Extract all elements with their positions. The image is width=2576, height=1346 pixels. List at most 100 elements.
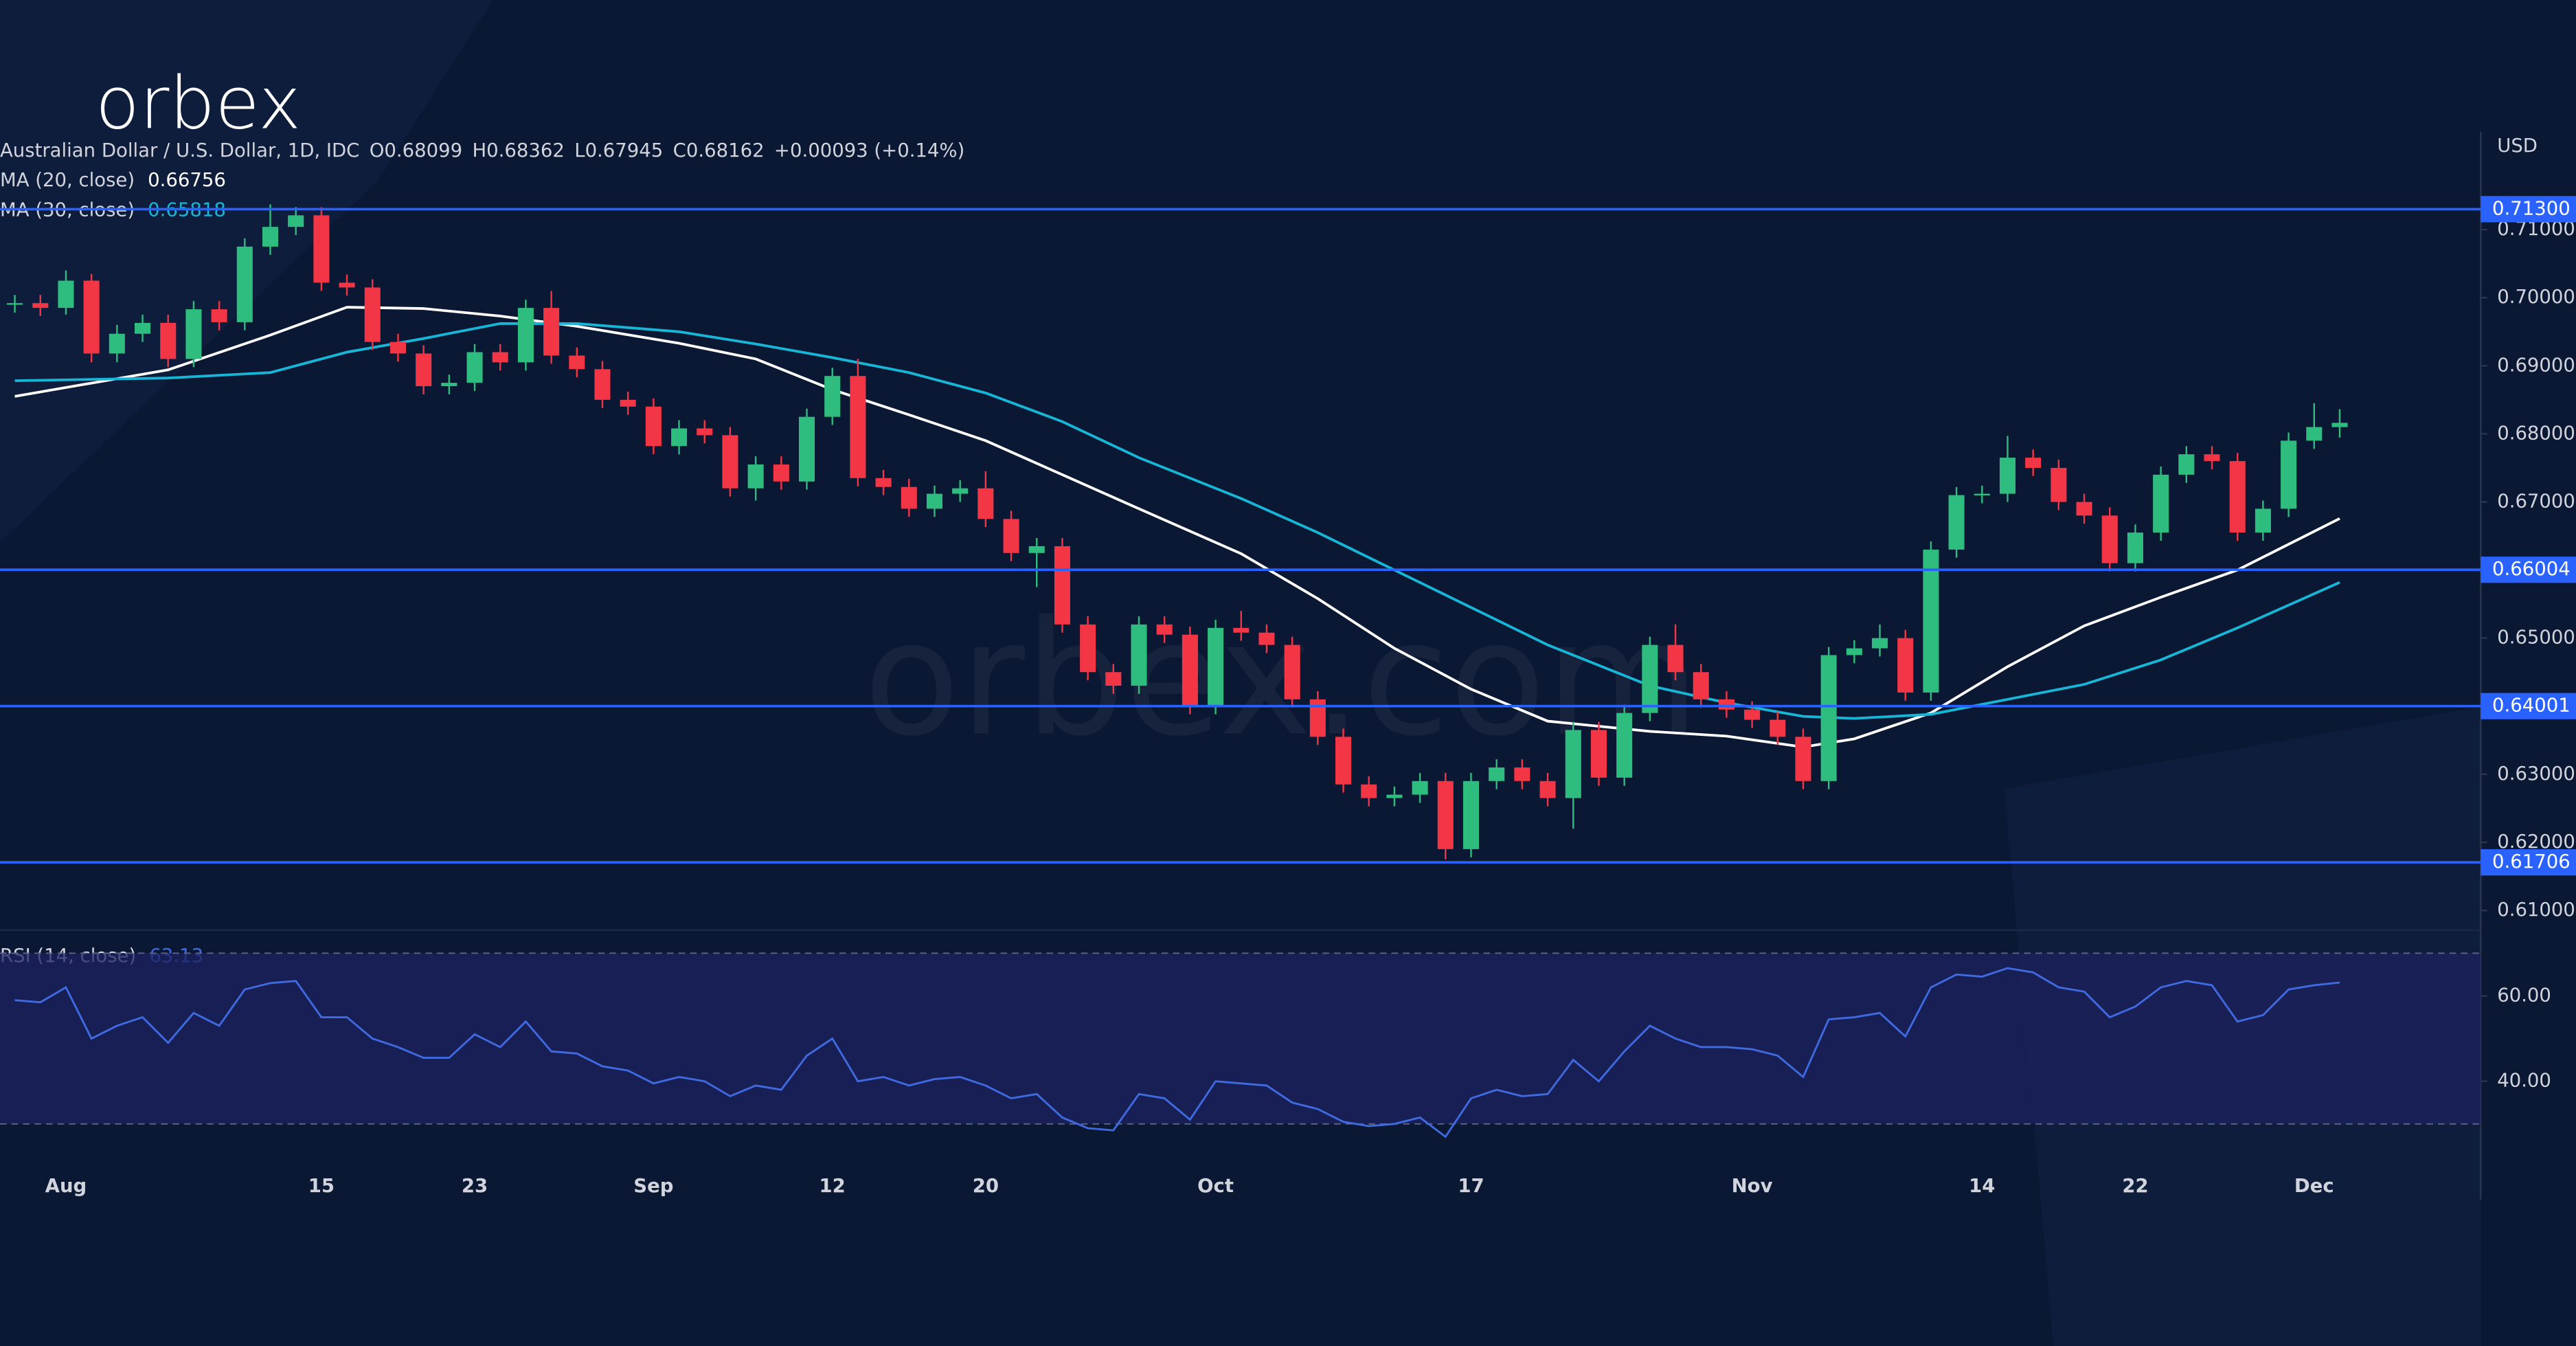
- x-tick-label: 12: [820, 1175, 846, 1197]
- rsi-tick-label: 40.00: [2497, 1070, 2551, 1092]
- candle-body: [2050, 467, 2067, 502]
- candle-body: [978, 488, 994, 519]
- rsi-tick-label: 60.00: [2497, 984, 2551, 1006]
- ohlc-label: C: [673, 139, 686, 161]
- candle-body: [1590, 730, 1607, 778]
- candle-body: [543, 308, 560, 356]
- level-label-box: [2481, 849, 2576, 876]
- candle-body: [1744, 709, 1761, 720]
- candle-body: [1054, 546, 1070, 625]
- currency-label: USD: [2497, 135, 2538, 157]
- candle-body: [1795, 737, 1811, 781]
- candle-body: [83, 280, 100, 354]
- candle-body: [1309, 699, 1326, 737]
- level-label: 0.71300: [2492, 197, 2571, 219]
- candle-body: [1131, 624, 1147, 686]
- candle-body: [697, 428, 713, 436]
- candle-body: [2229, 461, 2246, 533]
- legend-header: Australian Dollar / U.S. Dollar, 1D, IDC…: [0, 139, 964, 161]
- candle-body: [389, 341, 406, 354]
- y-tick-label: 0.65000: [2497, 627, 2575, 649]
- candle-body: [416, 353, 432, 387]
- ma-value: 0.66756: [148, 169, 226, 191]
- candle-body: [2306, 427, 2323, 441]
- candle-body: [875, 478, 892, 487]
- ohlc-value: 0.67945: [585, 139, 664, 161]
- candle-body: [1462, 781, 1480, 849]
- candle-body: [824, 376, 841, 417]
- ma-legend: MA (20, close) 0.66756: [0, 169, 226, 191]
- level-label-box: [2481, 693, 2576, 719]
- candle-body: [1156, 624, 1173, 635]
- candle-body: [517, 308, 534, 363]
- y-tick-label: 0.70000: [2497, 286, 2575, 308]
- candle-body: [1182, 634, 1198, 706]
- candle-body: [773, 464, 789, 482]
- candle-body: [1208, 627, 1224, 706]
- y-tick-label: 0.68000: [2497, 422, 2575, 444]
- candle-body: [2281, 440, 2297, 509]
- candle-body: [747, 464, 764, 489]
- candle-body: [1872, 638, 1888, 649]
- y-tick-label: 0.61000: [2497, 899, 2575, 921]
- candle-body: [1974, 493, 1990, 496]
- candle-body: [1003, 519, 1019, 553]
- candle-body: [1667, 644, 1684, 673]
- candle-body: [32, 303, 49, 309]
- candle-body: [569, 355, 585, 370]
- candle-body: [236, 246, 253, 322]
- candle-body: [2101, 515, 2118, 563]
- ohlc-value: 0.68099: [384, 139, 462, 161]
- ohlc-label: L: [574, 139, 585, 161]
- candle-body: [1539, 781, 1556, 798]
- candle-body: [645, 406, 662, 447]
- candle-body: [339, 282, 355, 288]
- candle-body: [1923, 549, 1939, 693]
- candle-body: [1846, 648, 1862, 655]
- candle-body: [850, 376, 866, 478]
- candle-body: [1437, 781, 1454, 849]
- candle-body: [466, 352, 483, 383]
- candle-body: [2025, 458, 2042, 468]
- candle-body: [620, 399, 636, 407]
- candle-body: [1489, 767, 1505, 781]
- candle-body: [185, 309, 202, 359]
- ma-line: [14, 322, 2340, 720]
- candle-body: [1028, 546, 1045, 553]
- ohlc-label: H: [472, 139, 486, 161]
- level-label: 0.64001: [2492, 695, 2571, 717]
- ohlc-label: O: [370, 139, 385, 161]
- candle-body: [798, 416, 815, 482]
- candle-body: [901, 486, 917, 509]
- watermark: orbex.com: [863, 588, 1699, 772]
- candle-body: [1718, 699, 1735, 710]
- candle-body: [1284, 644, 1300, 699]
- candle-body: [2076, 502, 2092, 516]
- candle-body: [1080, 624, 1096, 673]
- candle-body: [1233, 627, 1250, 633]
- candle-body: [109, 333, 125, 354]
- level-label-box: [2481, 196, 2576, 223]
- x-tick-label: 17: [1458, 1175, 1484, 1197]
- candle-body: [1412, 781, 1428, 795]
- x-tick-label: 23: [462, 1175, 488, 1197]
- candle-body: [1693, 672, 1709, 699]
- candle-body: [952, 488, 969, 494]
- candle-body: [1820, 655, 1837, 781]
- change: +0.00093 (+0.14%): [774, 139, 964, 161]
- ohlc-value: 0.68162: [686, 139, 765, 161]
- ma-line: [14, 306, 2340, 749]
- candle-body: [1565, 730, 1581, 798]
- candle-body: [926, 493, 942, 509]
- level-label: 0.61706: [2492, 851, 2571, 873]
- y-tick-label: 0.69000: [2497, 354, 2575, 376]
- candle-body: [2204, 454, 2220, 462]
- candle-body: [722, 435, 738, 489]
- level-label-box: [2481, 557, 2576, 583]
- x-tick-label: 15: [308, 1175, 335, 1197]
- candle-body: [58, 280, 74, 309]
- candle-body: [364, 287, 381, 342]
- candle-body: [313, 215, 330, 283]
- candle-body: [492, 352, 508, 363]
